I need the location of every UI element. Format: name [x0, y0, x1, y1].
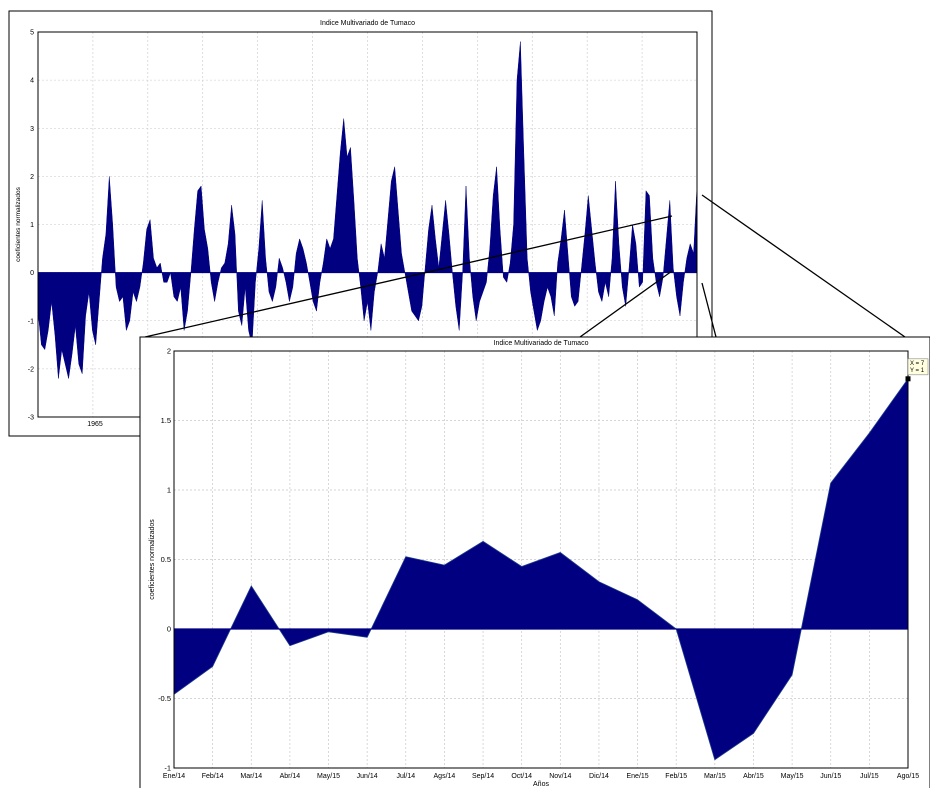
overview-x-tick-label: 1965	[87, 421, 103, 428]
zoom-x-tick-label: Sep/14	[472, 773, 494, 780]
zoom-x-tick-label: Ene/14	[163, 773, 185, 780]
overview-y-ticks: -3 -2 -1 0 1 2 3 4 5	[28, 30, 34, 422]
zoom-connectors	[144, 194, 906, 338]
zoom-y-tick-label: -1	[164, 764, 171, 773]
data-tip[interactable]: X = 7 Y = 1	[905, 358, 929, 382]
zoom-y-tick-label: 1.5	[161, 416, 171, 425]
zoom-x-tick-label: Jun/14	[357, 773, 378, 780]
zoom-x-tick-label: Ene/15	[626, 773, 648, 780]
data-tip-y-text: Y = 1	[910, 368, 925, 374]
zoom-x-tick-label: Oct/14	[511, 773, 532, 780]
zoom-y-tick-label: 1	[167, 486, 171, 495]
zoom-x-tick-label: Mar/14	[240, 773, 262, 780]
data-tip-box	[907, 358, 929, 376]
zoom-x-tick-label: Dic/14	[589, 773, 609, 780]
zoom-x-tick-label: Ags/14	[434, 773, 456, 780]
zoom-x-tick-label: May/15	[781, 773, 804, 780]
data-tip-x-text: X = 7	[910, 361, 925, 367]
zoom-x-tick-label: Ago/15	[897, 773, 919, 780]
zoom-x-ticks: Ene/14 Feb/14 Mar/14 Abr/14 May/15 Jun/14 Jul/…	[163, 773, 919, 780]
overview-y-tick-label: 2	[30, 174, 34, 181]
overview-title: Indice Multivariado de Tumaco	[320, 20, 415, 27]
zoom-x-tick-label: Nov/14	[549, 773, 571, 780]
zoom-y-tick-label: 0	[167, 625, 171, 634]
overview-y-tick-label: -3	[28, 415, 34, 422]
zoom-title: Indice Multivariado de Tumaco	[494, 340, 589, 347]
zoom-connector-line	[579, 270, 673, 338]
zoom-y-tick-label: 0.5	[161, 555, 171, 564]
overview-y-tick-label: 3	[30, 126, 34, 133]
overview-y-tick-label: 0	[30, 270, 34, 277]
overview-y-tick-label: 1	[30, 222, 34, 229]
zoom-chart: -1 -0.5 0 0.5 1 1.5 2 Ene/14 Feb/14 Mar/14 Abr/14…	[139, 336, 930, 788]
zoom-x-tick-label: Feb/14	[202, 773, 224, 780]
data-tip-marker	[905, 376, 911, 382]
zoom-connector-line	[701, 282, 717, 338]
zoom-axes-box	[173, 350, 909, 769]
zoom-area-series	[173, 377, 909, 761]
zoom-x-axis-label: Años	[533, 781, 549, 788]
zoom-x-tick-label: Feb/15	[665, 773, 687, 780]
zoom-connector-line	[144, 215, 673, 338]
zoom-x-tick-label: May/15	[317, 773, 340, 780]
zoom-x-tick-label: Jun/15	[820, 773, 841, 780]
zoom-y-axis-label: coeficientes normalizados	[149, 519, 156, 600]
zoom-x-tick-label: Mar/15	[704, 773, 726, 780]
overview-y-tick-label: 5	[30, 30, 34, 37]
zoom-x-tick-label: Jul/14	[396, 773, 415, 780]
zoom-y-tick-label: 2	[167, 347, 171, 356]
overview-y-tick-label: 4	[30, 78, 34, 85]
zoom-x-tick-label: Jul/15	[860, 773, 879, 780]
overview-y-tick-label: -2	[28, 366, 34, 373]
overview-y-axis-label: coeficientes normalizados	[15, 186, 22, 262]
zoom-connector-line	[701, 194, 906, 338]
overview-y-tick-label: -1	[28, 318, 34, 325]
zoom-y-ticks: -1 -0.5 0 0.5 1 1.5 2	[158, 347, 171, 773]
zoom-x-tick-label: Abr/14	[280, 773, 301, 780]
zoom-x-tick-label: Abr/15	[743, 773, 764, 780]
zoom-y-tick-label: -0.5	[158, 694, 171, 703]
